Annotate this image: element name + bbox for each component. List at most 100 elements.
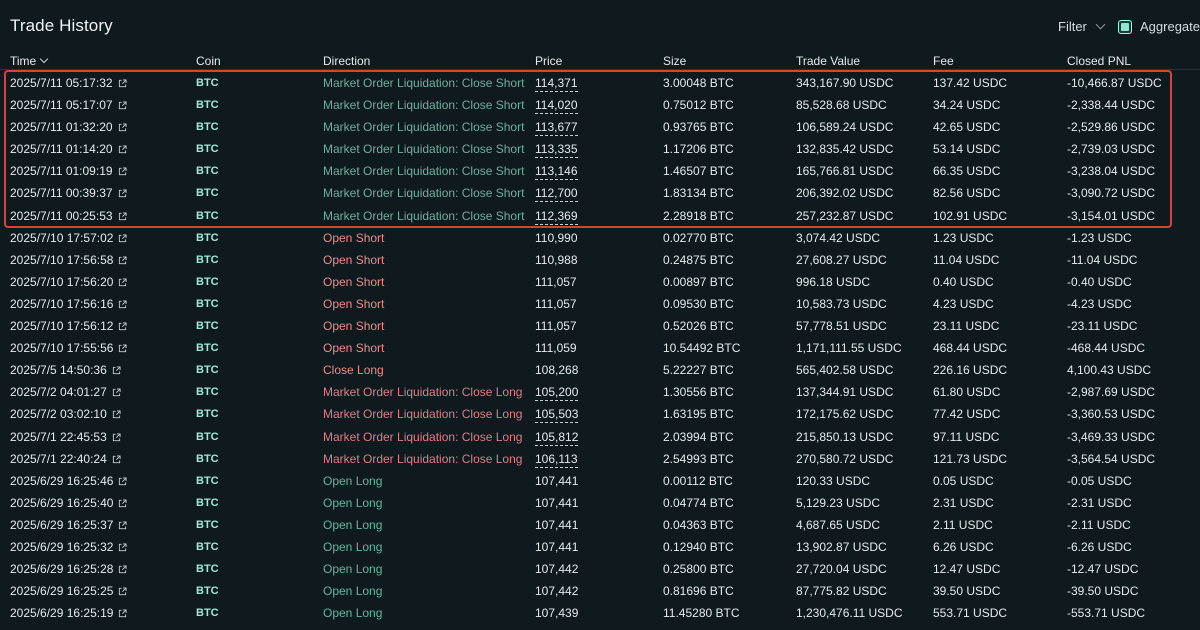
external-link-icon[interactable] [118, 101, 127, 110]
trade-coin[interactable]: BTC [196, 320, 219, 333]
external-link-icon[interactable] [118, 322, 127, 331]
external-link-icon[interactable] [118, 212, 127, 221]
external-link-icon[interactable] [118, 300, 127, 309]
external-link-icon[interactable] [118, 189, 127, 198]
external-link-icon[interactable] [118, 167, 127, 176]
trade-size: 2.03994 BTC [663, 429, 734, 444]
external-link-icon[interactable] [118, 521, 127, 530]
trade-fee: 97.11 USDC [933, 429, 1000, 444]
aggregate-checkbox[interactable] [1118, 19, 1132, 34]
trade-size: 0.02770 BTC [663, 230, 734, 245]
external-link-icon[interactable] [112, 455, 121, 464]
trade-price: 114,371 [535, 76, 578, 92]
filter-dropdown[interactable]: Filter [1058, 19, 1106, 34]
external-link-icon[interactable] [118, 79, 127, 88]
price-value[interactable]: 113,335 [535, 142, 578, 159]
trade-price: 107,441 [535, 473, 579, 488]
trade-time: 2025/6/29 16:25:40 [10, 496, 127, 510]
price-value[interactable]: 106,113 [535, 451, 578, 468]
price-value[interactable]: 105,200 [535, 385, 579, 402]
external-link-icon[interactable] [118, 587, 127, 596]
price-value[interactable]: 112,369 [535, 208, 578, 225]
table-row: 2025/6/29 16:25:37 BTC Open Long 107,441… [0, 514, 1200, 536]
trade-direction: Open Short [323, 296, 385, 311]
price-value[interactable]: 114,020 [535, 98, 578, 115]
time-text: 2025/7/11 05:17:07 [10, 98, 113, 113]
external-link-icon[interactable] [118, 123, 127, 132]
external-link-icon[interactable] [118, 609, 127, 618]
external-link-icon[interactable] [118, 344, 127, 353]
trade-coin[interactable]: BTC [196, 77, 219, 89]
price-value[interactable]: 113,677 [535, 120, 578, 137]
trade-price: 107,441 [535, 495, 579, 510]
trade-time: 2025/7/11 05:17:32 [10, 76, 127, 90]
trade-coin[interactable]: BTC [196, 143, 219, 156]
trade-closed-pnl: -4.23 USDC [1067, 296, 1132, 311]
trade-coin[interactable]: BTC [196, 187, 219, 200]
trade-closed-pnl: -2,987.69 USDC [1067, 385, 1156, 400]
external-link-icon[interactable] [112, 410, 121, 419]
external-link-icon[interactable] [112, 432, 121, 442]
trade-direction: Open Long [323, 539, 383, 554]
trade-coin[interactable]: BTC [196, 209, 219, 222]
external-link-icon[interactable] [118, 278, 127, 287]
trade-direction: Open Short [323, 230, 385, 245]
trade-coin[interactable]: BTC [196, 563, 219, 576]
table-row: 2025/7/2 04:01:27 BTC Market Order Liqui… [0, 381, 1200, 403]
table-row: 2025/7/10 17:56:12 BTC Open Short 111,05… [0, 315, 1200, 337]
trade-coin[interactable]: BTC [196, 386, 219, 399]
trade-direction: Market Order Liquidation: Close Short [323, 164, 525, 179]
table-row: 2025/6/29 16:25:32 BTC Open Long 107,441… [0, 536, 1200, 558]
time-text: 2025/7/5 14:50:36 [10, 363, 107, 378]
trade-coin[interactable]: BTC [196, 518, 219, 531]
trade-coin[interactable]: BTC [196, 165, 219, 178]
external-link-icon[interactable] [112, 366, 121, 375]
trade-coin[interactable]: BTC [196, 408, 219, 421]
external-link-icon[interactable] [118, 234, 127, 243]
trade-value: 4,687.65 USDC [796, 517, 881, 532]
time-text: 2025/7/10 17:57:02 [10, 230, 114, 245]
table-row: 2025/7/10 17:56:58 BTC Open Short 110,98… [0, 249, 1200, 271]
external-link-icon[interactable] [118, 145, 127, 154]
trade-direction: Open Long [323, 473, 383, 488]
price-value[interactable]: 105,503 [535, 407, 579, 424]
trade-coin[interactable]: BTC [196, 297, 219, 310]
trade-coin[interactable]: BTC [196, 364, 219, 377]
trade-closed-pnl: -553.71 USDC [1067, 606, 1146, 621]
trade-coin[interactable]: BTC [196, 496, 219, 509]
price-value[interactable]: 113,146 [535, 164, 578, 181]
external-link-icon[interactable] [118, 565, 127, 574]
trade-closed-pnl: -10,466.87 USDC [1067, 76, 1162, 90]
trade-coin[interactable]: BTC [196, 99, 219, 112]
trade-size: 2.28918 BTC [663, 208, 734, 223]
trade-coin[interactable]: BTC [196, 607, 219, 620]
trade-coin[interactable]: BTC [196, 342, 219, 355]
trade-closed-pnl: -2.31 USDC [1067, 495, 1132, 510]
external-link-icon[interactable] [118, 499, 127, 508]
external-link-icon[interactable] [118, 543, 127, 552]
trade-coin[interactable]: BTC [196, 231, 219, 244]
price-value[interactable]: 114,371 [535, 76, 578, 92]
trade-coin[interactable]: BTC [196, 121, 219, 134]
trade-coin[interactable]: BTC [196, 430, 219, 443]
table-row: 2025/6/29 16:25:19 BTC Open Long 107,439… [0, 602, 1200, 624]
trade-value: 3,074.42 USDC [796, 230, 881, 245]
trade-coin[interactable]: BTC [196, 275, 219, 288]
external-link-icon[interactable] [118, 256, 127, 265]
time-text: 2025/7/2 04:01:27 [10, 385, 107, 400]
aggregate-toggle[interactable]: Aggregate [1118, 19, 1200, 34]
table-row: 2025/6/29 16:25:40 BTC Open Long 107,441… [0, 492, 1200, 514]
trade-coin[interactable]: BTC [196, 253, 219, 266]
trade-closed-pnl: -3,154.01 USDC [1067, 208, 1156, 223]
trade-coin[interactable]: BTC [196, 540, 219, 553]
price-value[interactable]: 112,700 [535, 186, 578, 203]
trade-coin[interactable]: BTC [196, 452, 219, 465]
trade-direction: Market Order Liquidation: Close Short [323, 142, 525, 157]
trade-coin[interactable]: BTC [196, 585, 219, 598]
table-row: 2025/7/11 01:14:20 BTC Market Order Liqu… [0, 138, 1200, 160]
trade-coin[interactable]: BTC [196, 474, 219, 487]
column-header-time[interactable]: Time [10, 54, 49, 68]
price-value[interactable]: 105,812 [535, 429, 579, 446]
external-link-icon[interactable] [112, 388, 121, 397]
external-link-icon[interactable] [118, 477, 127, 486]
